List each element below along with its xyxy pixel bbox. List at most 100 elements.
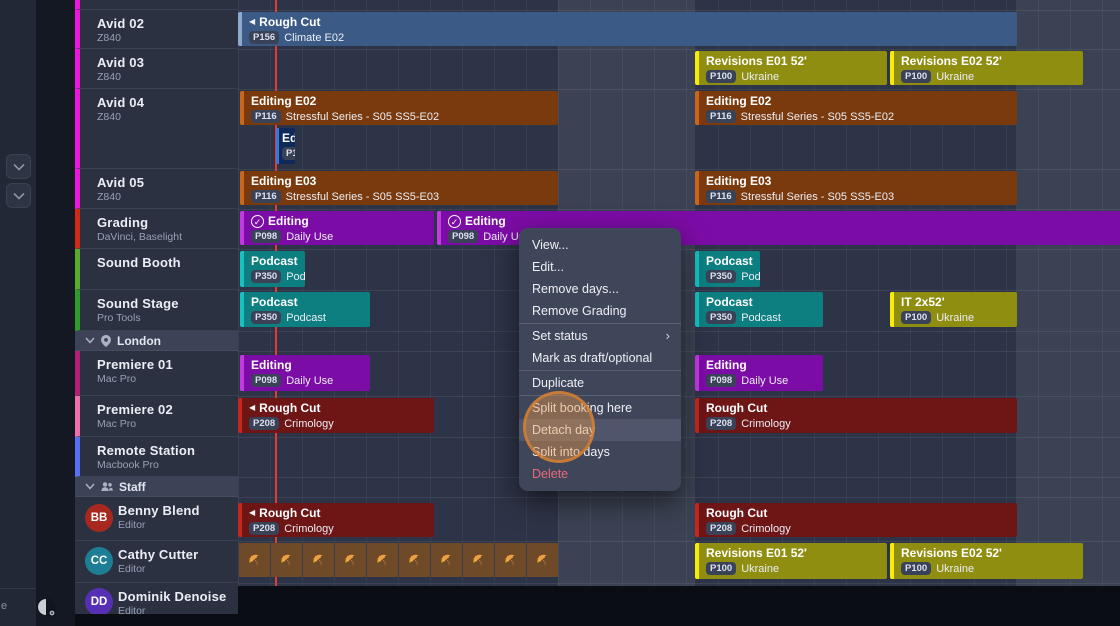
- menu-item-set-status[interactable]: Set status ›: [519, 325, 681, 347]
- vacation-day-cell[interactable]: ☂: [527, 543, 558, 577]
- booking-editing-daily[interactable]: ✓ Editing P098 Daily Use: [240, 211, 434, 245]
- booking-revisions-e02[interactable]: Revisions E02 52' P100 Ukraine: [890, 51, 1083, 85]
- vacation-day-cell[interactable]: ☂: [495, 543, 526, 577]
- resource-row-remote-station[interactable]: Remote Station Macbook Pro: [75, 437, 238, 477]
- resource-role: Editor: [118, 519, 146, 531]
- vacation-day-cell[interactable]: ☂: [463, 543, 494, 577]
- booking-editing-e03[interactable]: Editing E03 P116 Stressful Series - S05 S…: [695, 171, 1017, 205]
- booking-mini-overlap[interactable]: Ed P1: [276, 128, 295, 164]
- bottom-bar: [75, 614, 238, 626]
- cookie-settings-icon[interactable]: [36, 597, 58, 624]
- booking-rough-cut-crimology[interactable]: ◀ Rough Cut P208 Crimology: [238, 398, 434, 433]
- booking-title: IT 2x52': [901, 295, 945, 309]
- menu-item-label: Detach day: [532, 423, 596, 437]
- resource-row-avid-02[interactable]: Avid 02 Z840: [75, 10, 238, 49]
- booking-rough-cut-climate[interactable]: ◀ Rough Cut P156 Climate E02: [238, 12, 1017, 46]
- booking-rough-cut-crimology[interactable]: Rough Cut P208 Crimology: [695, 503, 1017, 537]
- resource-model: Z840: [97, 32, 121, 44]
- booking-rough-cut-crimology[interactable]: ◀ Rough Cut P208 Crimology: [238, 503, 434, 537]
- vacation-day-cell[interactable]: ☂: [431, 543, 462, 577]
- booking-title: Ed: [282, 131, 295, 145]
- project-badge: P1: [282, 147, 295, 160]
- chevron-down-icon: [85, 483, 95, 490]
- booking-editing-e02[interactable]: Editing E02 P116 Stressful Series - S05 S…: [240, 91, 558, 125]
- chevron-down-icon: [12, 163, 25, 171]
- booking-podcast[interactable]: Podcast P350 Podcast: [695, 292, 823, 327]
- resource-row-premiere-02[interactable]: Premiere 02 Mac Pro: [75, 396, 238, 437]
- booking-revisions-e02[interactable]: Revisions E02 52' P100 Ukraine: [890, 543, 1083, 579]
- divider: [238, 497, 1120, 498]
- booking-title: Editing: [706, 358, 747, 372]
- resource-row-premiere-01[interactable]: Premiere 01 Mac Pro: [75, 351, 238, 396]
- project-name: Ukraine: [936, 562, 975, 575]
- menu-item-label: Delete: [532, 467, 569, 481]
- group-header-london[interactable]: London: [75, 331, 238, 351]
- umbrella-icon: ☂: [404, 549, 426, 572]
- vacation-day-cell[interactable]: ☂: [399, 543, 430, 577]
- project-badge: P116: [706, 110, 736, 123]
- menu-item-edit[interactable]: Edit...: [519, 256, 681, 278]
- vacation-day-cell[interactable]: ☂: [367, 543, 398, 577]
- resource-name: Remote Station: [97, 443, 196, 458]
- resource-role: Editor: [118, 563, 146, 575]
- booking-podcast[interactable]: Podcast P350 Podcast: [695, 251, 760, 287]
- menu-item-view[interactable]: View...: [519, 234, 681, 256]
- resource-row-benny-blend[interactable]: BB Benny Blend Editor: [75, 497, 238, 541]
- resource-row-avid-05[interactable]: Avid 05 Z840: [75, 169, 238, 209]
- project-name: Ukraine: [936, 311, 975, 324]
- booking-podcast[interactable]: Podcast P350 Podcast: [240, 251, 305, 287]
- project-badge: P208: [249, 522, 280, 535]
- resource-row-sound-booth[interactable]: Sound Booth: [75, 249, 238, 290]
- booking-editing-e02[interactable]: Editing E02 P116 Stressful Series - S05 S…: [695, 91, 1017, 125]
- resource-row-cathy-cutter[interactable]: CC Cathy Cutter Editor: [75, 541, 238, 583]
- booking-editing-e03[interactable]: Editing E03 P116 Stressful Series - S05 S…: [240, 171, 558, 205]
- booking-revisions-e01[interactable]: Revisions E01 52' P100 Ukraine: [695, 543, 887, 579]
- collapse-button-bottom[interactable]: [6, 183, 31, 208]
- divider: [0, 588, 36, 589]
- menu-item-detach-day[interactable]: Detach day: [519, 419, 681, 441]
- menu-item-remove-grading[interactable]: Remove Grading: [519, 300, 681, 322]
- booking-title: Revisions E01 52': [706, 54, 807, 68]
- booking-editing-daily[interactable]: Editing P098 Daily Use: [695, 355, 823, 391]
- project-name: Stressful Series - S05 SS5-E02: [285, 110, 440, 123]
- resource-row-avid-03[interactable]: Avid 03 Z840: [75, 49, 238, 89]
- resource-row-dominik-denoise[interactable]: DD Dominik Denoise Editor: [75, 583, 238, 617]
- menu-item-remove-days[interactable]: Remove days...: [519, 278, 681, 300]
- vacation-day-cell[interactable]: ☂: [239, 543, 270, 577]
- divider: [238, 10, 1120, 11]
- group-header-staff[interactable]: Staff: [75, 477, 238, 497]
- menu-item-delete[interactable]: Delete: [519, 463, 681, 485]
- booking-title: Revisions E02 52': [901, 54, 1002, 68]
- vacation-day-cell[interactable]: ☂: [271, 543, 302, 577]
- booking-title: Editing: [251, 358, 292, 372]
- menu-item-duplicate[interactable]: Duplicate: [519, 372, 681, 394]
- collapse-button-top[interactable]: [6, 154, 31, 179]
- menu-item-split-booking-here[interactable]: Split booking here: [519, 397, 681, 419]
- resource-row-avid-04[interactable]: Avid 04 Z840: [75, 89, 238, 169]
- nonworking-zone: [1016, 0, 1120, 586]
- people-icon: [101, 481, 113, 491]
- menu-item-split-into-days[interactable]: Split into days: [519, 441, 681, 463]
- submenu-arrow-icon: ›: [665, 328, 670, 343]
- resource-row-grading[interactable]: Grading DaVinci, Baselight: [75, 209, 238, 249]
- chevron-down-icon: [85, 337, 95, 344]
- project-badge: P100: [706, 562, 737, 575]
- check-circle-icon: ✓: [448, 214, 461, 228]
- resource-row-sound-stage[interactable]: Sound Stage Pro Tools: [75, 290, 238, 331]
- project-badge: P208: [706, 417, 737, 430]
- resource-model: DaVinci, Baselight: [97, 231, 183, 243]
- booking-podcast[interactable]: Podcast P350 Podcast: [240, 292, 370, 327]
- menu-item-mark-draft-optional[interactable]: Mark as draft/optional: [519, 347, 681, 369]
- left-rail-gutter: [36, 0, 75, 626]
- umbrella-icon: ☂: [308, 549, 330, 572]
- vacation-day-cell[interactable]: ☂: [335, 543, 366, 577]
- booking-title: Editing: [268, 214, 309, 228]
- booking-revisions-e01[interactable]: Revisions E01 52' P100 Ukraine: [695, 51, 887, 85]
- resource-row-partial[interactable]: [75, 0, 238, 10]
- vacation-day-cell[interactable]: ☂: [303, 543, 334, 577]
- bottom-bar: [238, 586, 1120, 626]
- booking-editing-daily[interactable]: Editing P098 Daily Use: [240, 355, 370, 391]
- booking-it-2x52[interactable]: IT 2x52' P100 Ukraine: [890, 292, 1017, 327]
- continues-left-icon: ◀: [249, 508, 256, 517]
- booking-rough-cut-crimology[interactable]: Rough Cut P208 Crimology: [695, 398, 1017, 433]
